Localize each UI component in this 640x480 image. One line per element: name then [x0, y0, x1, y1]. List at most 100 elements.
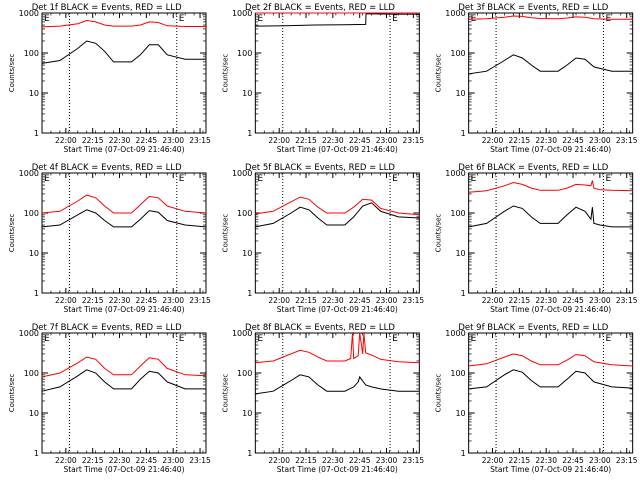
y-axis-label: Counts/sec — [435, 214, 443, 253]
y-axis-label: Counts/sec — [221, 374, 229, 413]
y-tick-label: 1000 — [232, 169, 252, 178]
panel-title: Det 3f BLACK = Events, RED = LLD — [458, 3, 608, 13]
x-tick-label: 23:15 — [403, 456, 425, 465]
events-series-line — [41, 369, 206, 392]
x-tick-label: 22:15 — [82, 296, 104, 305]
y-tick-label: 100 — [450, 49, 465, 58]
y-tick-label: 10 — [455, 249, 465, 258]
lld-series-line — [468, 353, 633, 367]
x-tick-label: 22:15 — [82, 456, 104, 465]
panel-det-8: Det 8f BLACK = Events, RED = LLD 1 10 100 10… — [221, 323, 424, 474]
y-tick-label: 1 — [247, 289, 252, 298]
corner-mark: E — [44, 174, 50, 184]
y-tick-label: 100 — [24, 49, 39, 58]
events-series-line — [255, 13, 420, 27]
panel-det-9: Det 9f BLACK = Events, RED = LLD 1 10 100 10… — [435, 323, 638, 474]
x-axis-label: Start Time (07-Oct-09 21:46:40) — [490, 305, 611, 314]
panel-title: Det 7f BLACK = Events, RED = LLD — [32, 323, 182, 333]
x-axis-label: Start Time (07-Oct-09 21:46:40) — [277, 465, 398, 474]
x-tick-label: 22:00 — [482, 136, 504, 145]
y-axis-label: Counts/sec — [435, 54, 443, 93]
y-tick-label: 10 — [455, 89, 465, 98]
y-axis-label: Counts/sec — [221, 54, 229, 93]
x-tick-label: 22:15 — [509, 456, 531, 465]
y-tick-label: 10 — [29, 249, 39, 258]
x-tick-label: 22:45 — [349, 136, 371, 145]
x-tick-label: 22:30 — [535, 136, 557, 145]
y-tick-label: 1000 — [445, 329, 465, 338]
x-tick-label: 22:15 — [295, 296, 317, 305]
y-tick-label: 10 — [29, 409, 39, 418]
x-tick-label: 22:30 — [322, 456, 344, 465]
y-tick-label: 100 — [237, 369, 252, 378]
x-tick-label: 23:00 — [162, 456, 184, 465]
x-tick-label: 23:15 — [616, 136, 638, 145]
y-tick-label: 1 — [34, 289, 39, 298]
x-axis-label: Start Time (07-Oct-09 21:46:40) — [277, 305, 398, 314]
x-tick-label: 23:15 — [403, 296, 425, 305]
plot-frame — [41, 172, 207, 294]
lld-series-line — [255, 332, 420, 364]
y-tick-label: 1000 — [19, 329, 39, 338]
y-tick-label: 10 — [29, 89, 39, 98]
x-tick-label: 22:30 — [322, 296, 344, 305]
x-tick-label: 23:00 — [162, 136, 184, 145]
lld-series-line — [41, 356, 207, 378]
plot-frame — [468, 12, 634, 134]
y-tick-label: 1000 — [445, 9, 465, 18]
y-axis-label: Counts/sec — [435, 374, 443, 413]
x-tick-label: 23:00 — [376, 136, 398, 145]
y-tick-label: 1 — [247, 449, 252, 458]
x-tick-label: 23:15 — [616, 456, 638, 465]
y-tick-label: 10 — [455, 409, 465, 418]
x-axis-label: Start Time (07-Oct-09 21:46:40) — [63, 465, 184, 474]
y-axis-label: Counts/sec — [8, 374, 16, 413]
events-series-line — [468, 54, 633, 75]
x-tick-label: 23:15 — [189, 456, 211, 465]
x-axis-label: Start Time (07-Oct-09 21:46:40) — [63, 305, 184, 314]
y-tick-label: 100 — [450, 209, 465, 218]
x-tick-label: 22:30 — [109, 136, 131, 145]
y-tick-label: 100 — [237, 209, 252, 218]
x-tick-label: 22:45 — [349, 296, 371, 305]
y-tick-label: 1000 — [19, 169, 39, 178]
panel-det-2: Det 2f BLACK = Events, RED = LLD 1 10 100 10… — [221, 3, 424, 154]
panel-title: Det 6f BLACK = Events, RED = LLD — [458, 163, 608, 173]
y-tick-label: 1000 — [232, 329, 252, 338]
plot-frame — [468, 172, 634, 294]
x-tick-label: 22:30 — [535, 296, 557, 305]
panel-title: Det 8f BLACK = Events, RED = LLD — [245, 323, 395, 333]
y-tick-label: 1 — [247, 129, 252, 138]
x-tick-label: 22:30 — [109, 456, 131, 465]
panel-det-7: Det 7f BLACK = Events, RED = LLD 1 10 100 10… — [8, 323, 211, 474]
x-tick-label: 22:45 — [136, 296, 158, 305]
corner-mark: E — [392, 334, 398, 344]
x-tick-label: 22:00 — [268, 456, 290, 465]
x-tick-label: 22:15 — [295, 456, 317, 465]
corner-mark: E — [257, 334, 263, 344]
y-tick-label: 10 — [242, 249, 252, 258]
y-tick-label: 100 — [24, 369, 39, 378]
corner-mark: E — [605, 174, 611, 184]
x-tick-label: 22:45 — [562, 136, 584, 145]
panel-det-4: Det 4f BLACK = Events, RED = LLD 1 10 100 10… — [8, 163, 211, 314]
corner-mark: E — [44, 14, 50, 24]
corner-mark: E — [257, 14, 263, 24]
events-series-line — [41, 209, 207, 228]
y-tick-label: 100 — [237, 49, 252, 58]
x-tick-label: 22:30 — [322, 136, 344, 145]
events-series-line — [468, 369, 633, 390]
panel-det-5: Det 5f BLACK = Events, RED = LLD 1 10 100 10… — [221, 163, 424, 314]
y-tick-label: 1 — [461, 449, 466, 458]
panel-title: Det 9f BLACK = Events, RED = LLD — [458, 323, 608, 333]
x-tick-label: 23:15 — [403, 136, 425, 145]
events-series-line — [255, 374, 420, 395]
y-tick-label: 10 — [242, 89, 252, 98]
x-tick-label: 22:15 — [509, 296, 531, 305]
events-series-line — [41, 40, 206, 64]
x-tick-label: 23:00 — [376, 456, 398, 465]
y-tick-label: 1000 — [445, 169, 465, 178]
events-series-line — [468, 205, 633, 228]
x-tick-label: 23:00 — [589, 456, 611, 465]
x-tick-label: 23:00 — [589, 136, 611, 145]
